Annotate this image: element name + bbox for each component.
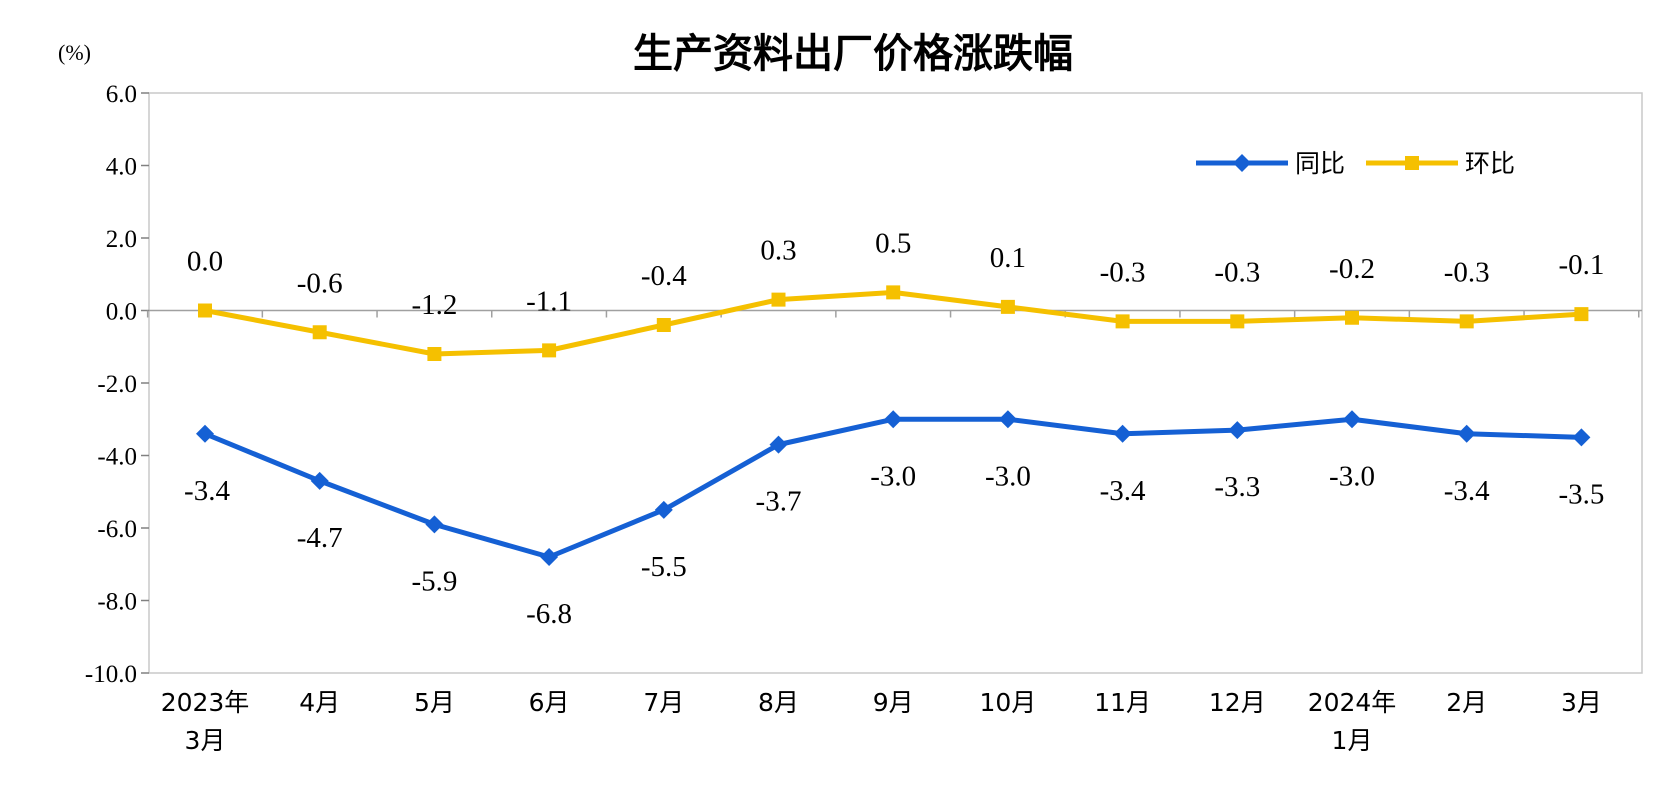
data-point xyxy=(196,424,214,443)
x-tick-label: 10月 xyxy=(979,688,1036,717)
data-point xyxy=(656,318,671,332)
legend: 同比 环比 xyxy=(1196,149,1515,178)
data-point xyxy=(998,410,1017,429)
data-label: -0.3 xyxy=(1214,256,1260,288)
data-label: 0.3 xyxy=(760,235,796,267)
x-tick-label: 4月 xyxy=(299,688,340,717)
data-label: -0.3 xyxy=(1100,256,1146,288)
data-label: -1.1 xyxy=(526,285,572,317)
data-label: -5.5 xyxy=(641,551,687,583)
data-label: -0.6 xyxy=(297,267,343,299)
data-point xyxy=(1113,424,1132,443)
data-point xyxy=(198,303,212,318)
x-tick-label: 11月 xyxy=(1094,688,1151,717)
data-point xyxy=(1343,410,1361,429)
x-tick-label: 7月 xyxy=(643,688,684,717)
y-tick-label: 6.0 xyxy=(106,81,137,108)
y-tick-label: 2.0 xyxy=(106,226,137,253)
data-label: -5.9 xyxy=(411,565,457,597)
y-tick-label: -2.0 xyxy=(97,371,137,398)
data-point xyxy=(1574,307,1589,322)
data-point xyxy=(1228,421,1247,440)
data-point xyxy=(425,515,444,534)
x-tick-label: 9月 xyxy=(873,688,914,717)
plot-area-frame xyxy=(148,92,1643,674)
data-label: -3.4 xyxy=(1100,475,1146,507)
y-tick-label: 0.0 xyxy=(106,299,137,326)
data-point xyxy=(1345,310,1359,325)
x-tick-label: 2月 xyxy=(1446,688,1487,717)
data-point xyxy=(886,285,901,300)
data-point xyxy=(1572,428,1591,447)
legend-marker xyxy=(1233,154,1251,172)
data-label: -3.0 xyxy=(1329,460,1375,492)
data-label: -3.3 xyxy=(1214,471,1260,503)
y-tick-label: -6.0 xyxy=(97,516,137,543)
data-label: -3.4 xyxy=(184,475,230,507)
data-point xyxy=(1457,424,1476,443)
data-point xyxy=(312,325,327,340)
y-tick-label: 4.0 xyxy=(106,154,137,181)
data-label: -3.0 xyxy=(870,460,916,492)
x-tick-label: 3月 xyxy=(185,726,226,755)
data-label: 0.5 xyxy=(875,227,911,259)
data-point xyxy=(654,500,673,519)
data-point xyxy=(540,548,559,566)
y-tick-label: -10.0 xyxy=(85,661,137,688)
x-tick-label: 8月 xyxy=(758,688,799,717)
data-label: 0.1 xyxy=(990,242,1026,274)
x-tick-label: 6月 xyxy=(529,688,570,717)
x-tick-label: 3月 xyxy=(1561,688,1602,717)
data-point xyxy=(1459,314,1474,329)
legend-label: 同比 xyxy=(1295,149,1345,178)
y-axis-unit-label: (%) xyxy=(58,40,91,65)
x-tick-label: 1月 xyxy=(1332,726,1373,755)
data-point xyxy=(427,347,442,361)
data-point xyxy=(1230,314,1245,329)
data-label: -0.4 xyxy=(641,260,687,292)
data-point xyxy=(769,435,788,454)
data-label: -3.0 xyxy=(985,460,1031,492)
data-point xyxy=(1115,314,1130,329)
y-tick-label: -8.0 xyxy=(97,589,137,616)
data-label: -3.4 xyxy=(1444,475,1490,507)
data-label: -3.5 xyxy=(1558,478,1604,510)
legend-label: 环比 xyxy=(1465,149,1515,178)
chart-title: 生产资料出厂价格涨跌幅 xyxy=(633,31,1073,77)
data-point xyxy=(1000,299,1015,314)
y-tick-label: -4.0 xyxy=(97,444,137,471)
data-label: -1.2 xyxy=(411,289,457,321)
data-label: -0.2 xyxy=(1329,253,1375,285)
legend-marker xyxy=(1405,156,1419,170)
data-label: -3.7 xyxy=(756,486,802,518)
x-tick-label: 2024年 xyxy=(1308,688,1397,717)
data-point xyxy=(310,471,329,490)
x-tick-label: 12月 xyxy=(1209,688,1266,717)
data-point xyxy=(542,343,557,358)
data-point xyxy=(771,292,786,307)
x-tick-label: 2023年 xyxy=(161,688,250,717)
data-label: 0.0 xyxy=(187,246,223,278)
data-label: -4.7 xyxy=(297,522,343,554)
data-label: -0.3 xyxy=(1444,256,1490,288)
x-tick-label: 5月 xyxy=(414,688,455,717)
data-label: -0.1 xyxy=(1558,249,1604,281)
data-point xyxy=(884,410,903,429)
data-label: -6.8 xyxy=(526,598,572,630)
